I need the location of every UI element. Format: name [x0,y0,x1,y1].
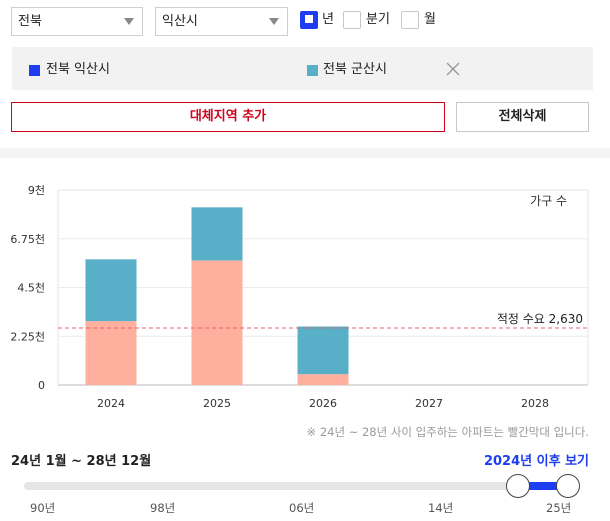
legend-swatch-gunsan [307,65,318,76]
chart-bars [85,207,349,385]
range-label: 24년 1월 ~ 28년 12월 [11,454,152,469]
bar-segment-red [85,321,137,385]
checkbox-year[interactable] [300,11,318,29]
bar-segment-blue [191,207,243,261]
x-tick-label: 2027 [415,397,443,410]
period-slider-track[interactable] [24,482,570,490]
city-select[interactable]: 익산시 [155,7,288,36]
checkbox-quarter-label: 분기 [366,12,390,27]
x-tick-label: 2024 [97,397,125,410]
y-tick-label: 2.25천 [10,329,45,343]
checkbox-quarter[interactable] [343,11,361,29]
slider-tick: 06년 [289,501,315,515]
slider-tick: 25년 [546,501,572,515]
chart-y-ticks: 0 2.25천 4.5천 6.75천 9천 [10,183,45,392]
supply-chart: 0 2.25천 4.5천 6.75천 9천 2024 2025 2026 2027 2028 적… [10,183,589,410]
comparison-panel [12,47,593,90]
bar-segment-blue [297,326,349,375]
reference-line-label: 적정 수요 2,630 [497,312,583,326]
region-select[interactable]: 전북 [11,7,143,36]
legend-swatch-iksan [29,65,40,76]
slider-tick: 90년 [30,501,56,515]
y-tick-label: 6.75천 [10,232,45,246]
delete-all-button[interactable]: 전체삭제 [456,102,589,132]
chart-x-ticks: 2024 2025 2026 2027 2028 [97,397,549,410]
y-tick-label: 0 [38,379,45,392]
period-slider-fill [518,482,568,490]
x-tick-label: 2028 [521,397,549,410]
x-tick-label: 2026 [309,397,337,410]
section-divider [0,148,610,158]
chart-y-label: 가구 수 [530,194,567,208]
x-tick-label: 2025 [203,397,231,410]
checkbox-year-label: 년 [322,12,334,27]
legend-label-iksan: 전북 익산시 [46,62,110,77]
add-region-button[interactable]: 대체지역 추가 [11,102,445,132]
chart-note: ※ 24년 ~ 28년 사이 입주하는 아파트는 빨간막대 입니다. [306,425,589,439]
y-tick-label: 9천 [28,183,45,197]
slider-tick: 98년 [150,501,176,515]
checkbox-month[interactable] [401,11,419,29]
chevron-down-icon [124,18,134,25]
region-select-value: 전북 [18,14,42,29]
close-icon[interactable] [446,62,460,76]
chevron-down-icon [269,18,279,25]
bar-segment-blue [85,259,137,322]
slider-start-handle[interactable] [506,474,530,498]
y-tick-label: 4.5천 [17,281,45,295]
checkbox-month-label: 월 [424,12,436,27]
legend-label-gunsan: 전북 군산시 [323,62,387,77]
bar-segment-red [297,374,349,385]
slider-end-handle[interactable] [556,474,580,498]
bar-segment-red [191,260,243,385]
after-year-link[interactable]: 2024년 이후 보기 [483,454,589,469]
city-select-value: 익산시 [162,14,198,29]
slider-tick: 14년 [428,501,454,515]
